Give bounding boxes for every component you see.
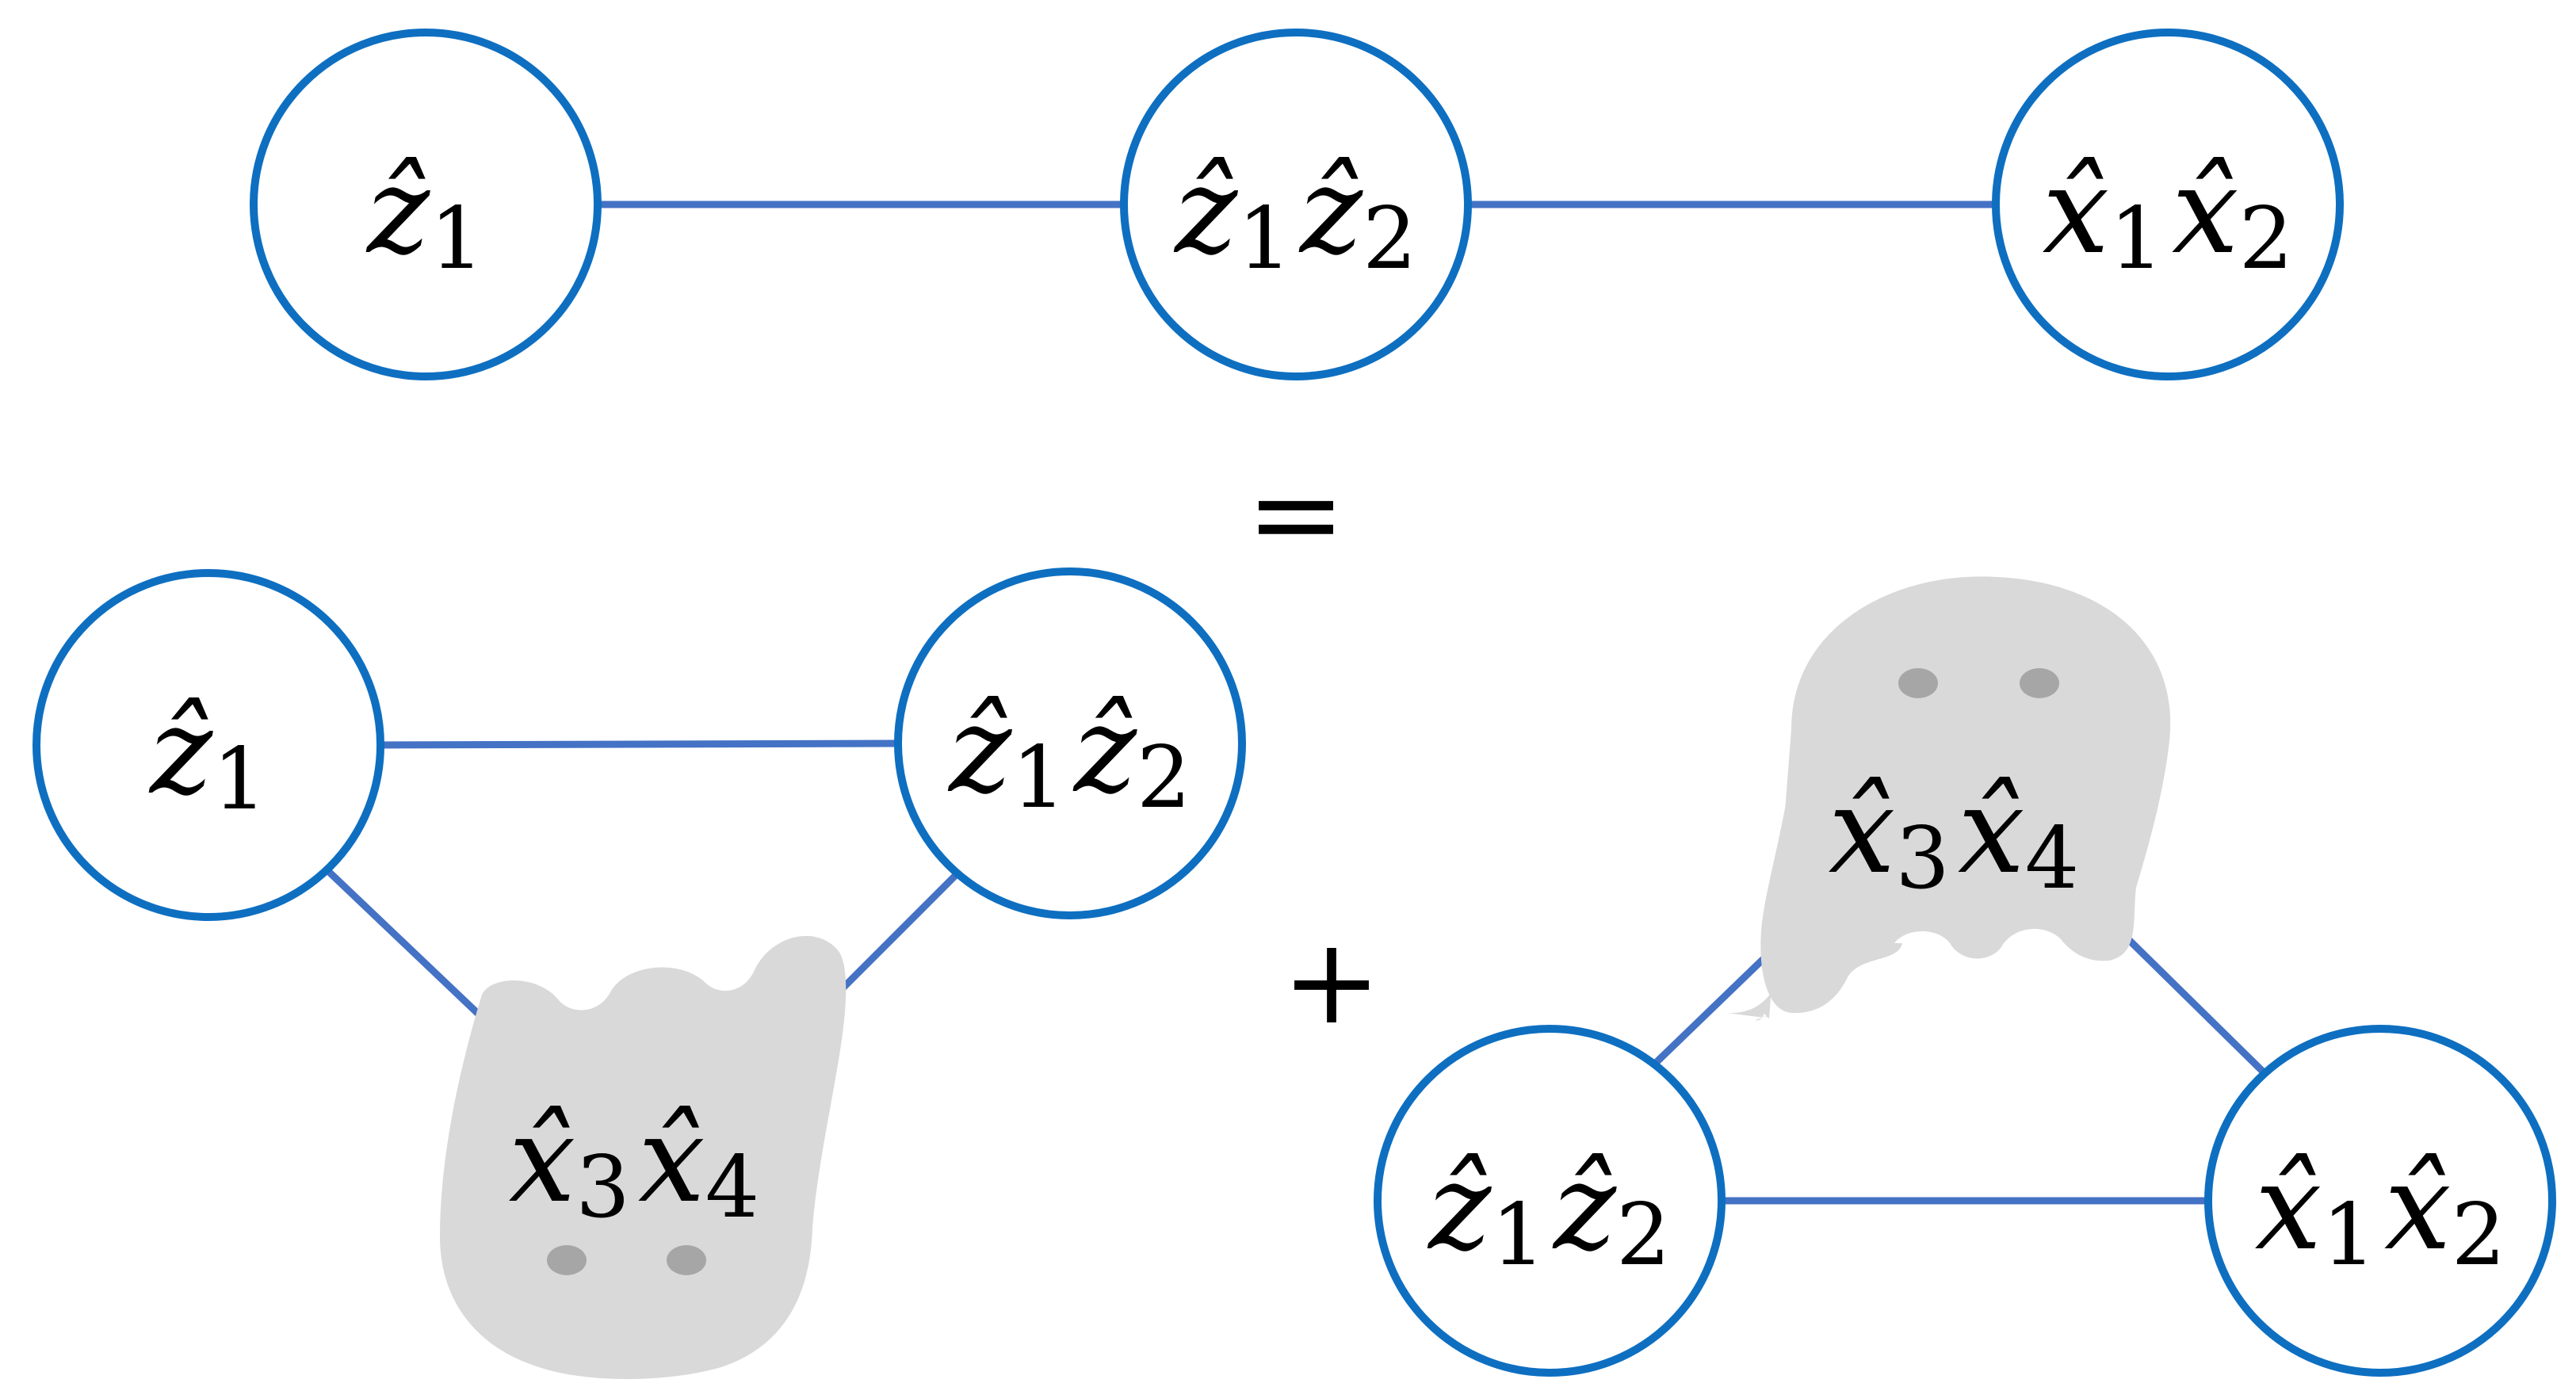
node-top-x1x2: x̂1x̂2 [1992, 29, 2344, 380]
ghost-label: x̂3x̂4 [509, 1091, 760, 1237]
ghost-label: x̂3x̂4 [1829, 762, 2080, 908]
node-label: ẑ1 [365, 143, 484, 288]
node-label: ẑ1ẑ2 [947, 682, 1191, 827]
edge-left-z1-ghost [325, 868, 495, 1030]
top-diagram: ẑ1 ẑ1ẑ2 x̂1x̂2 [250, 29, 2344, 380]
node-label: x̂1x̂2 [2043, 143, 2294, 288]
plus-sign: + [1282, 913, 1382, 1051]
ghost-left: x̂3x̂4 [440, 935, 847, 1379]
ghost-right: x̂3x̂4 [1728, 576, 2171, 1021]
node-left-z1: ẑ1 [32, 569, 384, 921]
left-diagram: x̂3x̂4 ẑ1 ẑ1ẑ2 [32, 567, 1246, 1379]
node-right-x1x2: x̂1x̂2 [2204, 1025, 2556, 1377]
edge-right-z1z2-ghost [1653, 947, 1775, 1066]
ghost-eye-icon [1898, 668, 1938, 698]
right-diagram: x̂3x̂4 ẑ1ẑ2 x̂1x̂2 [1374, 576, 2556, 1377]
node-top-z1z2: ẑ1ẑ2 [1120, 29, 1472, 380]
edge-right-x1x2-ghost [2120, 931, 2267, 1076]
node-right-z1z2: ẑ1ẑ2 [1374, 1025, 1726, 1377]
ghost-eye-icon [2020, 668, 2059, 698]
node-label: x̂1x̂2 [2255, 1139, 2506, 1285]
equals-sign: = [1246, 445, 1346, 583]
node-label: ẑ1 [148, 683, 267, 829]
edge-left-z1z2-ghost [824, 872, 959, 1007]
ghost-eye-icon [667, 1245, 706, 1275]
node-left-z1z2: ẑ1ẑ2 [894, 567, 1246, 919]
node-top-z1: ẑ1 [250, 29, 602, 380]
ghost-eye-icon [547, 1245, 587, 1275]
node-label: ẑ1ẑ2 [1173, 143, 1417, 288]
node-label: ẑ1ẑ2 [1427, 1139, 1671, 1285]
edge-left-z1-z1z2 [376, 739, 901, 749]
